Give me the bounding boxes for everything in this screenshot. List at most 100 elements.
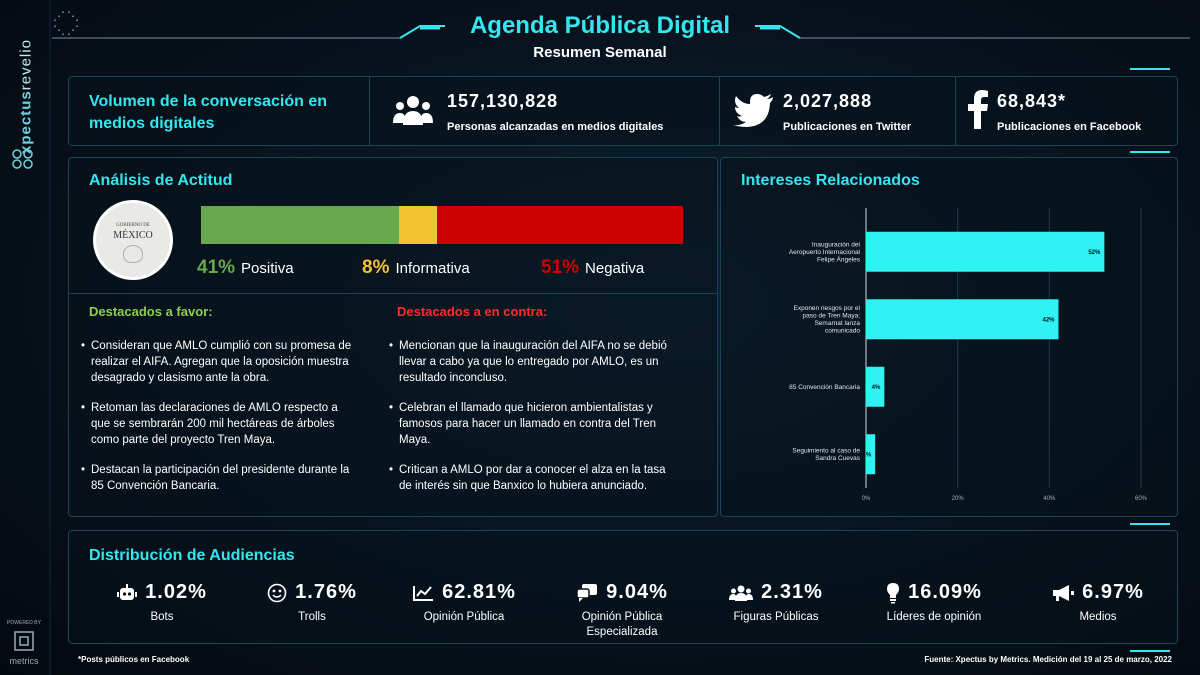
category-label-line: Seguimiento al caso de <box>792 448 860 455</box>
contra-list: Mencionan que la inauguración del AIFA n… <box>389 338 667 508</box>
list-item: Retoman las declaraciones de AMLO respec… <box>81 400 359 448</box>
people-icon <box>393 96 433 125</box>
audience-trolls: 1.76% Trolls <box>237 581 387 625</box>
list-item: Mencionan que la inauguración del AIFA n… <box>389 338 667 386</box>
list-item: Consideran que AMLO cumplió con su prome… <box>81 338 359 386</box>
seal-line-1: GOBIERNO DE <box>116 223 150 228</box>
audience-medios: 6.97% Medios <box>1023 581 1173 625</box>
audience-figuras-publicas: 2.31% Figuras Públicas <box>701 581 851 625</box>
x-tick-label: 40% <box>1043 496 1056 502</box>
lideres-value: 16.09% <box>908 581 982 603</box>
divider <box>369 77 370 145</box>
interest-bar <box>866 231 1105 272</box>
interest-bar <box>866 299 1059 340</box>
trolls-label: Trolls <box>298 611 326 623</box>
category-label: 85 Convención Bancaria <box>789 384 860 391</box>
hexagon-logo-icon <box>12 149 33 169</box>
footnote: *Posts públicos en Facebook <box>78 655 190 664</box>
favor-list: Consideran que AMLO cumplió con su prome… <box>81 338 359 508</box>
gobierno-mexico-seal: GOBIERNO DE MÉXICO <box>93 200 173 280</box>
interests-bar-chart: 0% 20% 40% 60% 52% Inauguración del Aeropuerto… <box>789 208 1148 502</box>
group-icon <box>729 585 754 601</box>
category-label-line: Felipe Ángeles <box>817 254 861 263</box>
interests-title: Intereses Relacionados <box>741 172 920 189</box>
positive-stat: 41% Positiva <box>197 257 294 279</box>
informative-stat: 8% Informativa <box>362 257 470 279</box>
x-tick-label: 0% <box>862 496 871 502</box>
audience-panel: Distribución de Audiencias 1.02% Bots 1.… <box>68 530 1178 644</box>
volume-title: Volumen de la conversación en medios dig… <box>89 93 327 132</box>
robot-icon <box>117 583 138 600</box>
medios-value: 6.97% <box>1082 581 1144 603</box>
twitter-label: Publicaciones en Twitter <box>783 121 912 133</box>
opinion-publica-label: Opinión Pública <box>423 611 505 623</box>
brand-sidebar: xpectusrevelio POWERED BY metrics <box>0 0 50 675</box>
category-label-line: comunicado <box>825 328 860 335</box>
chat-bubbles-icon <box>576 583 598 602</box>
category-label-line: 85 Convención Bancaria <box>789 384 860 391</box>
informative-pct: 8% <box>362 257 390 278</box>
reach-label: Personas alcanzadas en medios digitales <box>447 121 664 133</box>
bar-value-label: 52% <box>1088 250 1101 256</box>
positive-label: Positiva <box>241 260 294 277</box>
interest-bar <box>866 366 885 407</box>
interests-panel: Intereses Relacionados 0% 20% 40% 60% 52% Ina… <box>720 157 1178 517</box>
lideres-label: Líderes de opinión <box>886 611 982 623</box>
metrics-logo-icon <box>14 631 34 651</box>
favor-title: Destacados a favor: <box>89 304 213 319</box>
category-label-line: Exponen riesgos por el <box>794 305 861 312</box>
figuras-publicas-value: 2.31% <box>761 581 823 603</box>
medios-label: Medios <box>1079 611 1117 623</box>
list-item: Destacan la participación del presidente… <box>81 462 359 494</box>
negative-pct: 51% <box>541 257 580 278</box>
facebook-value: 68,843* <box>997 91 1067 111</box>
category-label-line: Inauguración del <box>812 241 861 248</box>
page-subtitle: Resumen Semanal <box>533 44 667 61</box>
audience-lideres: 16.09% Líderes de opinión <box>859 581 1009 625</box>
x-tick-label: 20% <box>952 496 965 502</box>
seal-line-2: MÉXICO <box>113 230 153 241</box>
category-label-line: Semarnat lanza <box>814 320 860 327</box>
list-item: Critican a AMLO por dar a conocer el alz… <box>389 462 667 494</box>
attitude-title: Análisis de Actitud <box>89 172 233 189</box>
attitude-stacked-bar <box>201 206 683 244</box>
interest-bar <box>866 434 876 475</box>
attitude-panel: Análisis de Actitud GOBIERNO DE MÉXICO 4… <box>68 157 718 517</box>
opinion-publica-value: 62.81% <box>442 581 516 603</box>
x-tick-label: 60% <box>1135 496 1148 502</box>
informative-label: Informativa <box>395 260 470 277</box>
bar-value-label: 2% <box>862 452 871 458</box>
category-label-line: Sandra Cuevas <box>815 455 861 462</box>
megaphone-icon <box>1053 584 1075 601</box>
opinion-especializada-value: 9.04% <box>606 581 668 603</box>
twitter-icon <box>733 94 773 127</box>
category-label: Exponen riesgos por el paso de Tren Maya;… <box>794 305 861 335</box>
lightbulb-icon <box>887 582 900 603</box>
bar-value-label: 4% <box>872 385 881 391</box>
opinion-especializada-label: Opinión Pública Especializada <box>581 611 663 638</box>
category-label-line: paso de Tren Maya; <box>803 313 861 320</box>
positive-pct: 41% <box>197 257 236 278</box>
category-label-line: Aeropuerto Internacional <box>789 249 861 256</box>
category-label: Seguimiento al caso de Sandra Cuevas <box>792 448 860 463</box>
audience-opinion-especializada: 9.04% Opinión Pública Especializada <box>547 581 697 640</box>
audience-opinion-publica: 62.81% Opinión Pública <box>389 581 539 625</box>
twitter-stat: 2,027,888 Publicaciones en Twitter <box>783 91 911 133</box>
category-label: Inauguración del Aeropuerto Internacional… <box>789 241 861 263</box>
troll-face-icon <box>267 583 287 602</box>
audience-title: Distribución de Audiencias <box>89 547 295 564</box>
source-note: Fuente: Xpectus by Metrics. Medición del… <box>924 655 1172 664</box>
list-item: Celebran el llamado que hicieron ambient… <box>389 400 667 448</box>
metrics-label: metrics <box>9 656 39 666</box>
bar-value-label: 42% <box>1042 317 1055 323</box>
twitter-value: 2,027,888 <box>783 91 873 111</box>
trend-chart-icon <box>413 585 434 601</box>
divider <box>69 293 717 294</box>
reach-stat: 157,130,828 Personas alcanzadas en medio… <box>447 91 663 133</box>
page-title: Agenda Pública Digital <box>469 12 731 39</box>
corner-decoration-icon: ⋰⋱ ⋱⋰ <box>53 9 81 37</box>
negative-stat: 51% Negativa <box>541 257 644 279</box>
facebook-stat: 68,843* Publicaciones en Facebook <box>997 91 1141 133</box>
contra-title: Destacados a en contra: <box>397 304 548 319</box>
divider <box>719 77 720 145</box>
